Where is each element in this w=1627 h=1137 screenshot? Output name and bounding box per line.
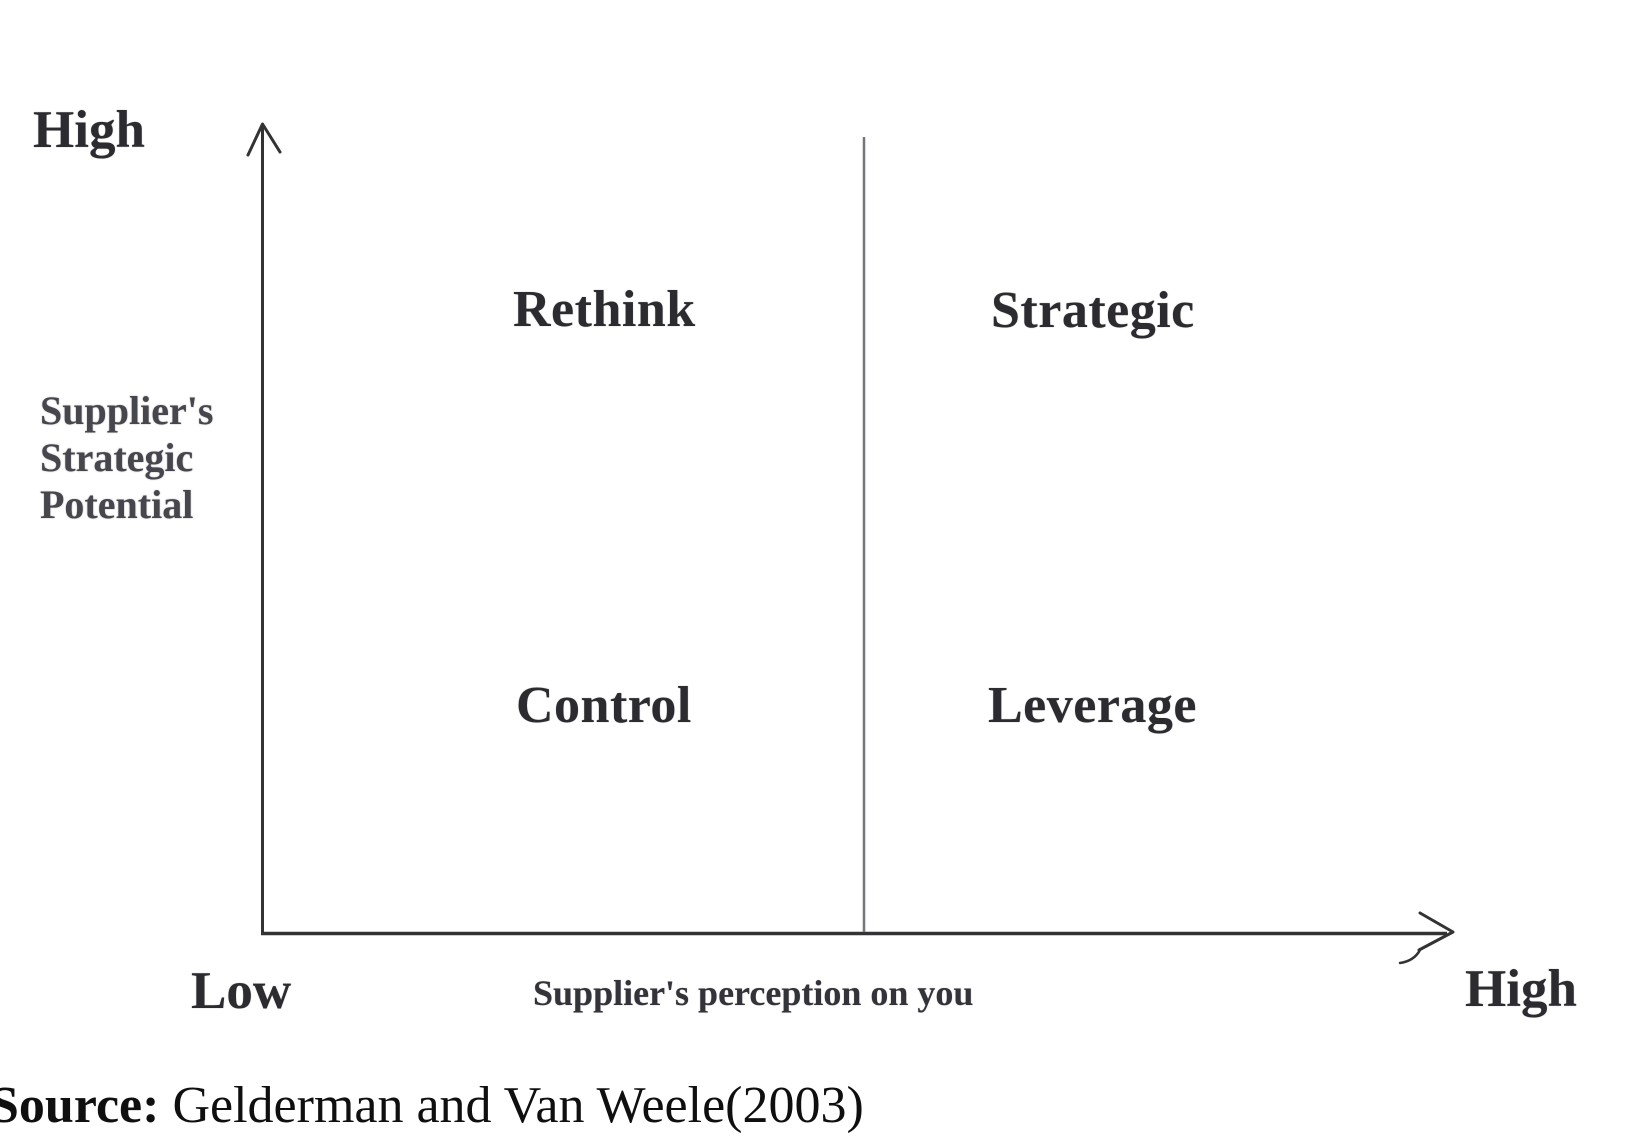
y-axis-arrowhead-icon <box>246 122 282 157</box>
x-axis-high-label: High <box>1465 960 1577 1018</box>
quadrant-label-leverage: Leverage <box>988 677 1198 734</box>
quadrant-label-strategic: Strategic <box>991 282 1195 339</box>
y-axis-high-label: High <box>33 101 145 159</box>
source-caption: Source: Gelderman and Van Weele(2003) <box>0 1080 864 1132</box>
y-axis-title-line-3: Potential <box>40 482 194 527</box>
source-prefix: Source: <box>0 1077 160 1134</box>
source-citation: Gelderman and Van Weele(2003) <box>159 1077 864 1134</box>
quadrant-label-control: Control <box>516 677 692 734</box>
x-axis-title: Supplier's perception on you <box>533 973 974 1013</box>
y-axis-title: Supplier's Strategic Potential <box>40 387 213 528</box>
y-axis-title-line-1: Supplier's <box>40 388 214 433</box>
x-axis-arrowhead-icon <box>1417 911 1455 952</box>
x-axis-arrowhead-tail <box>1398 948 1422 965</box>
x-axis-low-label: Low <box>191 962 292 1020</box>
y-axis-title-line-2: Strategic <box>40 435 194 480</box>
quadrant-label-rethink: Rethink <box>513 281 696 338</box>
